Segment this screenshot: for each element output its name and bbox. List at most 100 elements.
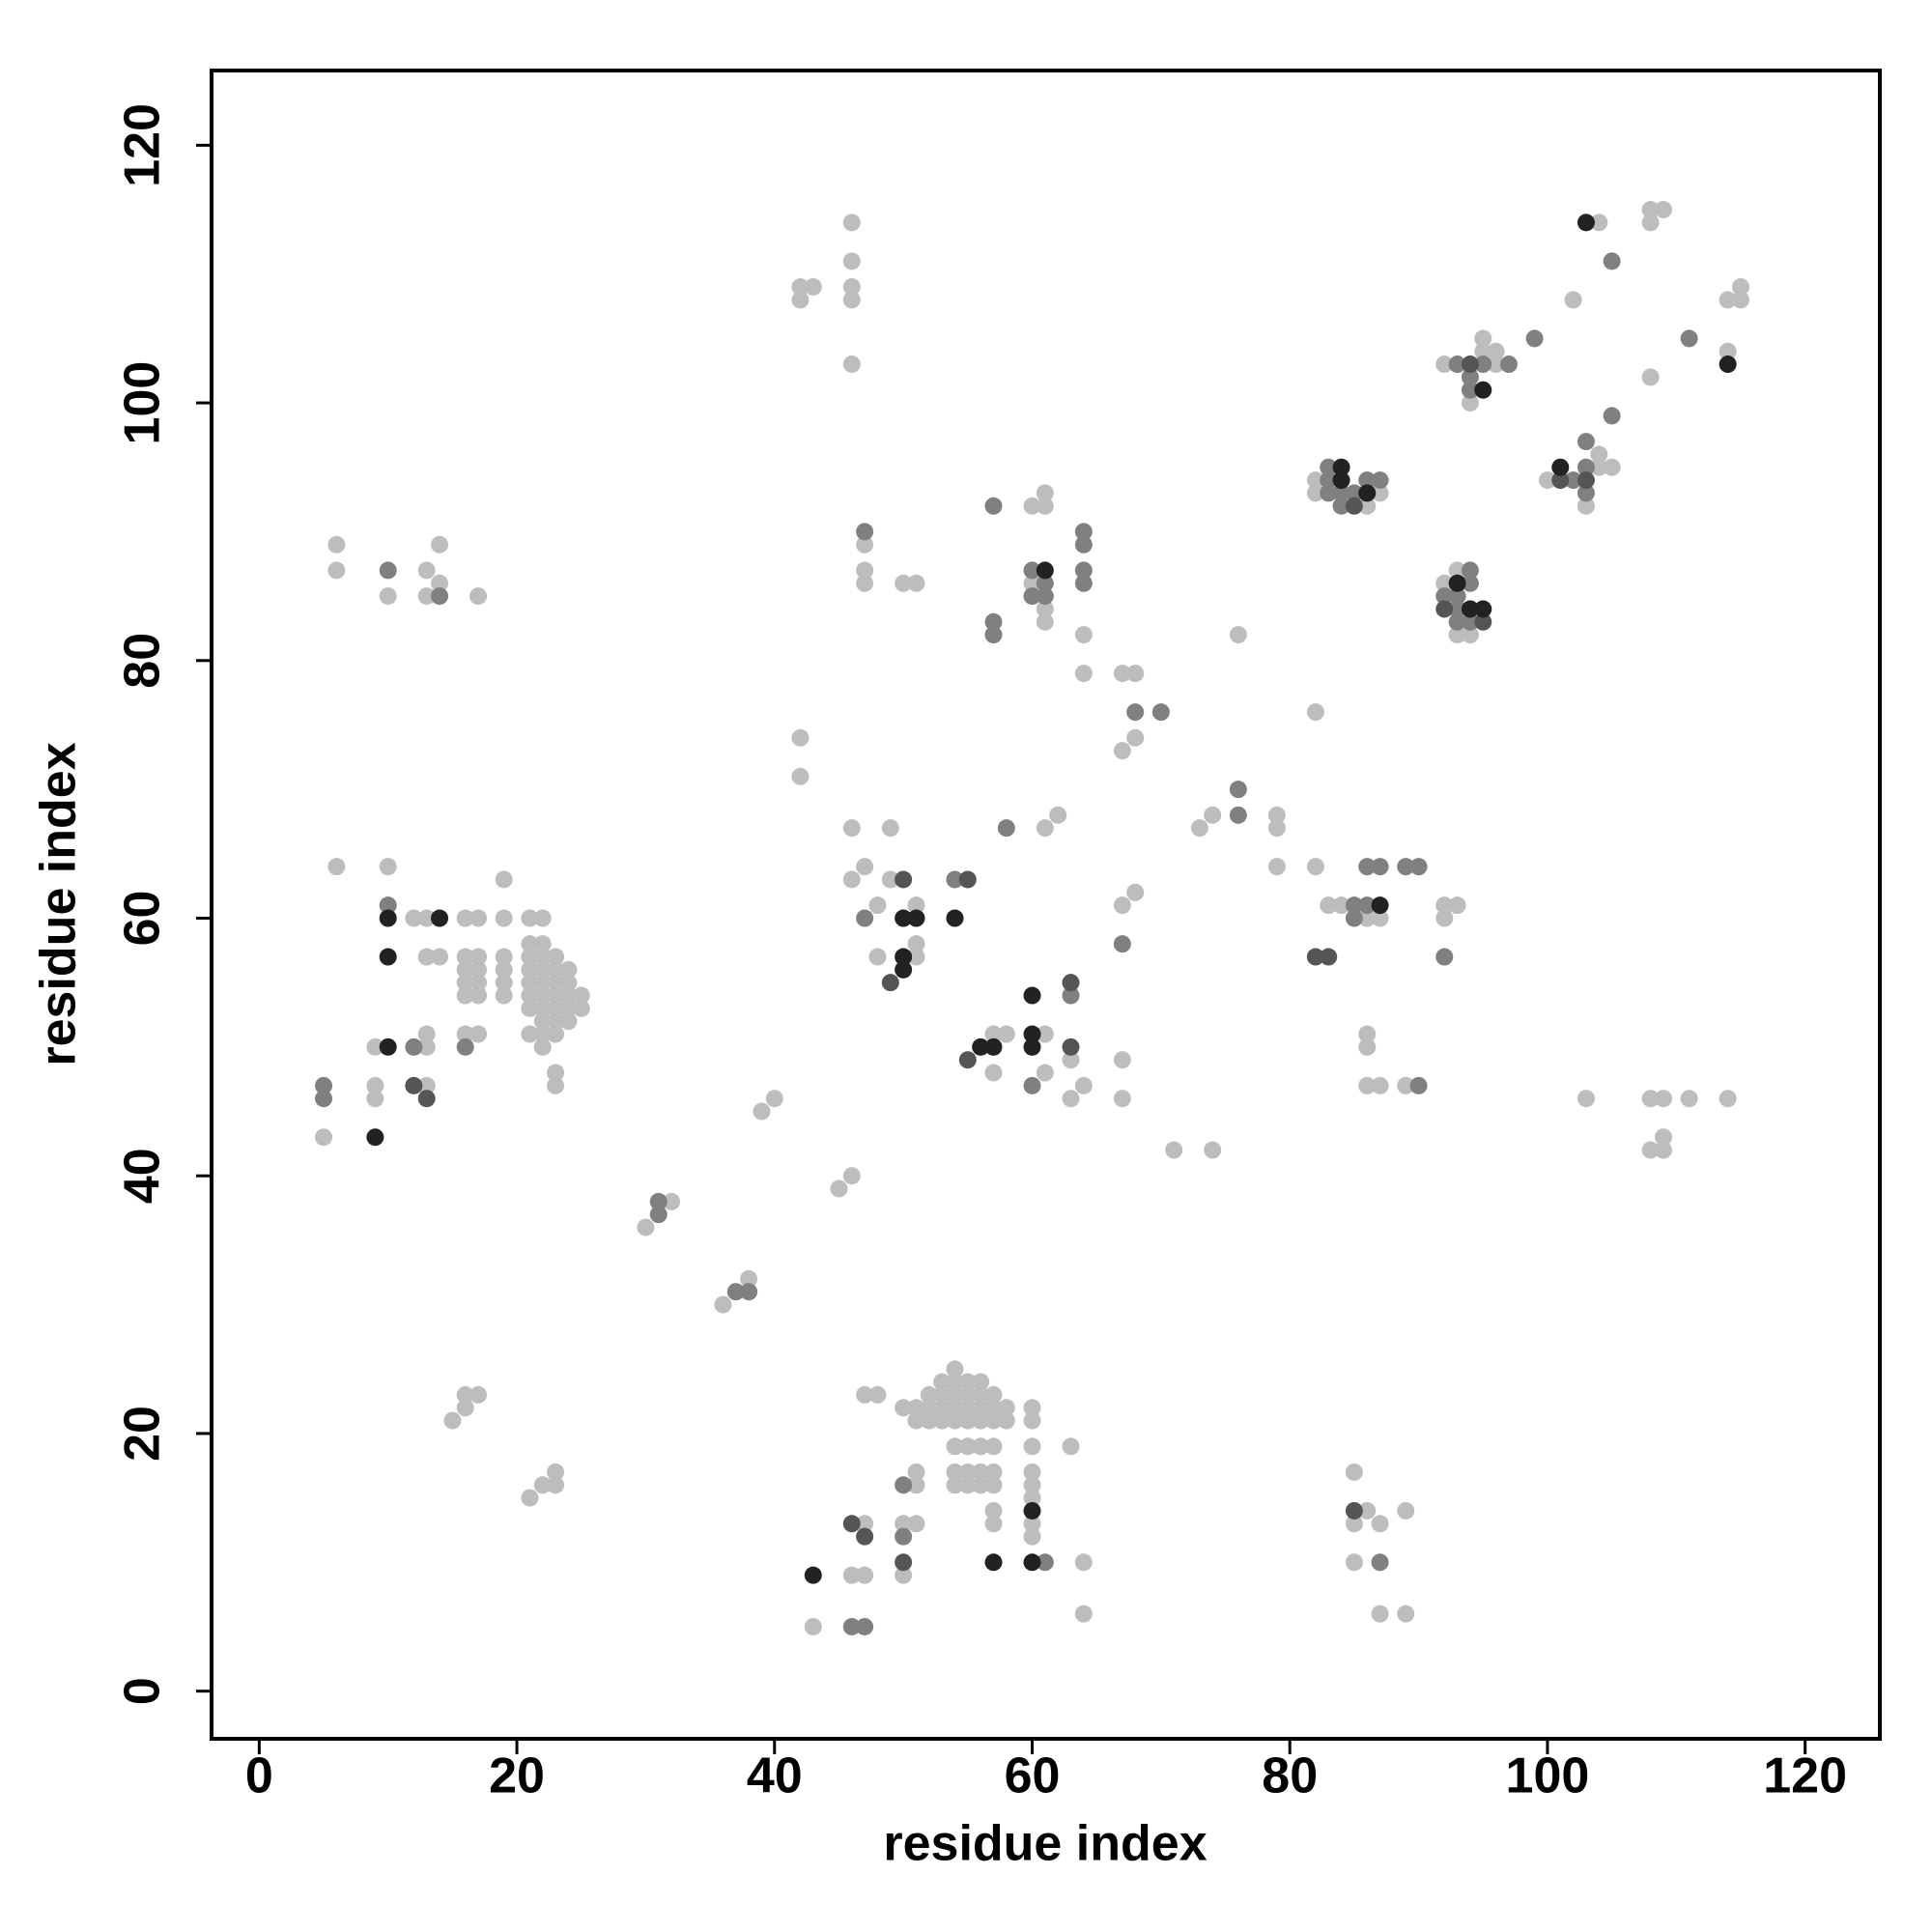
point <box>984 1553 1003 1572</box>
point <box>417 587 436 606</box>
point <box>1074 535 1093 554</box>
point <box>1023 1037 1041 1056</box>
point <box>791 728 810 747</box>
point <box>1358 471 1377 490</box>
point <box>1320 896 1338 915</box>
point <box>895 574 913 592</box>
point <box>958 1399 977 1417</box>
point <box>895 960 913 979</box>
point <box>1036 819 1054 838</box>
point <box>1371 1076 1389 1094</box>
point <box>946 1437 964 1456</box>
point <box>946 870 964 889</box>
point <box>972 1385 990 1404</box>
point <box>1036 600 1054 618</box>
point <box>1577 433 1595 451</box>
point <box>1719 342 1737 360</box>
point <box>1358 484 1377 502</box>
point <box>533 948 552 966</box>
point <box>1577 471 1595 490</box>
x-tick-label: 60 <box>1005 1748 1061 1804</box>
point <box>1023 587 1041 606</box>
point <box>1358 1076 1377 1094</box>
point <box>842 870 861 889</box>
point <box>1267 819 1286 838</box>
point <box>907 1515 925 1533</box>
point <box>1461 561 1479 580</box>
point <box>1435 587 1454 606</box>
point <box>533 986 552 1005</box>
point <box>1731 291 1749 309</box>
point <box>366 1037 384 1056</box>
point <box>1023 1437 1041 1456</box>
point <box>469 909 488 927</box>
point <box>1113 665 1131 683</box>
point <box>946 1476 964 1494</box>
point <box>997 819 1015 838</box>
point <box>521 935 539 953</box>
point <box>842 355 861 374</box>
point <box>856 561 874 580</box>
point <box>1358 896 1377 915</box>
point <box>1036 497 1054 515</box>
point <box>842 1167 861 1185</box>
point <box>868 948 887 966</box>
point <box>1577 497 1595 515</box>
point <box>907 1399 925 1417</box>
point <box>984 626 1003 644</box>
point <box>547 1064 565 1082</box>
point <box>533 1025 552 1043</box>
point <box>1036 1025 1054 1043</box>
point <box>997 1411 1015 1430</box>
point <box>933 1385 952 1404</box>
point <box>1461 612 1479 631</box>
point <box>740 1283 758 1301</box>
point <box>842 252 861 270</box>
point <box>547 1463 565 1481</box>
point <box>1461 355 1479 374</box>
point <box>881 819 899 838</box>
point <box>972 1463 990 1481</box>
point <box>1397 1501 1415 1520</box>
point <box>1036 561 1054 580</box>
point <box>1435 896 1454 915</box>
point <box>881 974 899 992</box>
point <box>1306 471 1324 490</box>
point <box>868 896 887 915</box>
point <box>1487 355 1505 374</box>
point <box>1654 1090 1672 1108</box>
point <box>842 291 861 309</box>
point <box>1023 1501 1041 1520</box>
point <box>1371 909 1389 927</box>
point <box>997 1025 1015 1043</box>
point <box>984 497 1003 515</box>
point <box>547 974 565 992</box>
point <box>1113 742 1131 760</box>
point <box>1474 342 1492 360</box>
point <box>1023 1553 1041 1572</box>
point <box>1499 355 1518 374</box>
point <box>1577 484 1595 502</box>
point <box>495 909 513 927</box>
point <box>1126 883 1145 901</box>
point <box>972 1411 990 1430</box>
point <box>895 1476 913 1494</box>
point <box>1345 909 1363 927</box>
point <box>1603 458 1621 476</box>
point <box>907 935 925 953</box>
point <box>405 1076 423 1094</box>
point <box>469 1025 488 1043</box>
point <box>984 1437 1003 1456</box>
point <box>958 1411 977 1430</box>
point <box>1074 574 1093 592</box>
point <box>495 960 513 979</box>
point <box>1551 458 1570 476</box>
point <box>1151 703 1170 722</box>
point <box>842 1617 861 1635</box>
point <box>431 909 449 927</box>
point <box>1448 355 1466 374</box>
point <box>972 1037 990 1056</box>
point <box>1267 806 1286 824</box>
point <box>495 974 513 992</box>
point <box>933 1411 952 1430</box>
